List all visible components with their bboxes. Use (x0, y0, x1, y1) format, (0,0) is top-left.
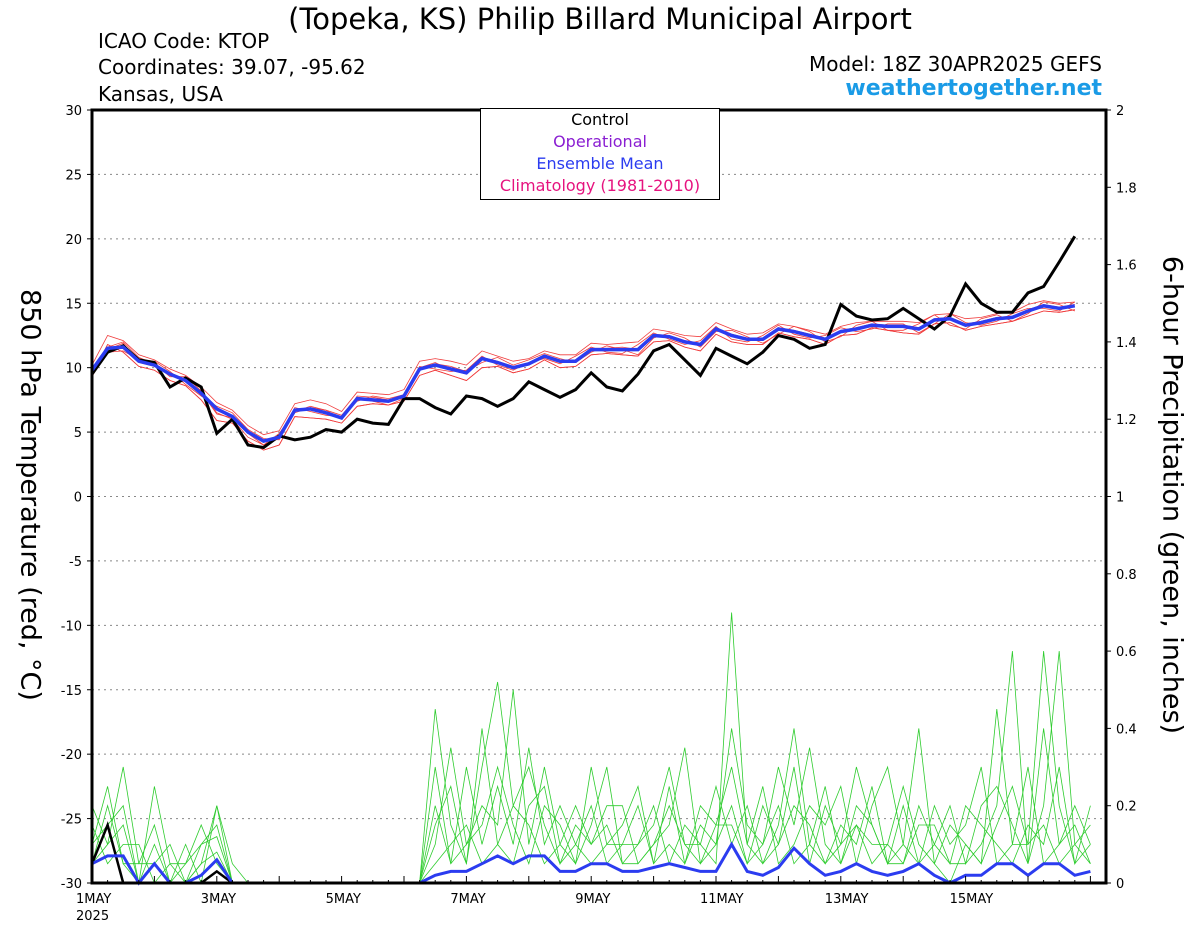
series-lines (90, 235, 1091, 886)
axes: 302520151050-5-10-15-20-25-3021.81.61.41… (61, 104, 1137, 924)
y-tick-label-right: 0.4 (1116, 722, 1137, 737)
y-tick-label-left: 15 (65, 297, 82, 312)
y-tick-label-right: 0 (1116, 877, 1124, 892)
y-tick-label-right: 1 (1116, 491, 1124, 506)
y-tick-label-left: -25 (61, 813, 82, 828)
y-tick-label-right: 0.6 (1116, 645, 1137, 660)
y-tick-label-left: -5 (69, 555, 82, 570)
temp-ensemble-mean-line (90, 304, 1076, 443)
y-tick-label-left: 25 (65, 168, 82, 183)
y-tick-label-right: 0.8 (1116, 568, 1137, 583)
x-tick-label: 9MAY (575, 892, 610, 907)
grid (92, 173, 1106, 820)
legend: Control Operational Ensemble Mean Climat… (480, 108, 720, 200)
y-tick-label-right: 2 (1116, 104, 1124, 119)
chart-title: (Topeka, KS) Philip Billard Municipal Ai… (288, 2, 912, 36)
y-tick-label-left: -15 (61, 684, 82, 699)
model-run: Model: 18Z 30APR2025 GEFS (809, 52, 1102, 76)
y-tick-label-left: 0 (74, 491, 82, 506)
x-tick-label: 15MAY (950, 892, 994, 907)
x-year-label: 2025 (76, 909, 109, 924)
x-tick-label: 7MAY (450, 892, 485, 907)
region: Kansas, USA (98, 82, 223, 106)
y-tick-label-right: 1.6 (1116, 259, 1137, 274)
legend-operational: Operational (553, 132, 647, 151)
y-tick-label-left: 10 (65, 362, 82, 377)
x-tick-label: 3MAY (201, 892, 236, 907)
y-tick-label-left: 20 (65, 233, 82, 248)
y-tick-label-right: 0.2 (1116, 800, 1137, 815)
temp-control-line (90, 235, 1077, 450)
y-tick-label-right: 1.4 (1116, 336, 1137, 351)
y-tick-label-left: -20 (61, 748, 82, 763)
y-tick-label-left: 30 (65, 104, 82, 119)
precip-member-line (91, 612, 1091, 885)
x-tick-label: 5MAY (326, 892, 361, 907)
plot-frame (90, 108, 1108, 885)
temp-member-line (91, 300, 1075, 436)
y-tick-label-left: -30 (61, 877, 82, 892)
legend-climatology: Climatology (1981-2010) (499, 176, 701, 195)
site-link[interactable]: weathertogether.net (845, 76, 1102, 101)
legend-control: Control (571, 110, 629, 129)
x-tick-label: 13MAY (825, 892, 869, 907)
y-tick-label-right: 1.8 (1116, 181, 1137, 196)
x-tick-label: 1MAY (76, 892, 111, 907)
y-tick-label-right: 1.2 (1116, 413, 1137, 428)
x-tick-label: 11MAY (700, 892, 744, 907)
legend-ensemble-mean: Ensemble Mean (536, 154, 664, 173)
y-tick-label-left: 5 (74, 426, 82, 441)
precip-members (91, 612, 1091, 885)
y-tick-label-left: -10 (61, 619, 82, 634)
coordinates: Coordinates: 39.07, -95.62 (98, 55, 366, 79)
icao-code: ICAO Code: KTOP (98, 29, 270, 53)
